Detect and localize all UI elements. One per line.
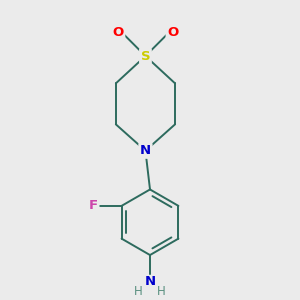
Text: N: N — [144, 275, 156, 288]
Text: S: S — [141, 50, 150, 62]
Text: F: F — [89, 200, 98, 212]
Text: H: H — [134, 285, 143, 298]
Text: N: N — [140, 144, 151, 157]
Text: H: H — [157, 285, 166, 298]
Text: O: O — [167, 26, 178, 39]
Text: O: O — [112, 26, 124, 39]
